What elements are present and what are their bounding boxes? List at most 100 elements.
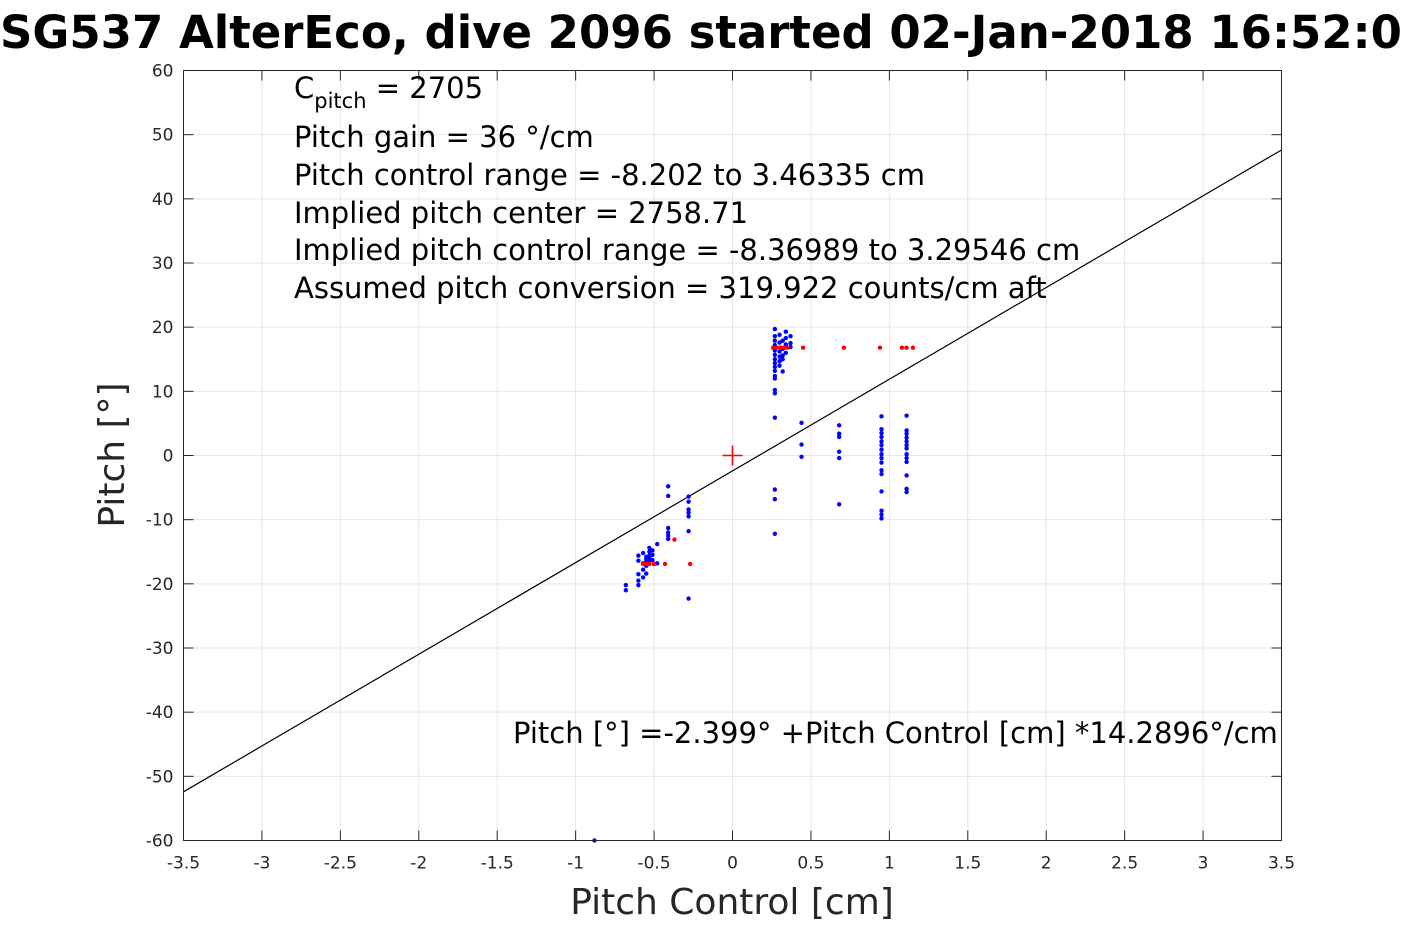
annotation-c-pitch-value: = 2705 <box>367 71 484 105</box>
y-tick-label: -10 <box>146 511 174 531</box>
y-tick-label: 30 <box>152 254 174 274</box>
x-tick-label: -2 <box>410 854 427 874</box>
data-point-red <box>782 345 787 350</box>
y-tick-label: 60 <box>152 62 174 82</box>
data-point-blue <box>650 548 655 553</box>
data-point-red <box>899 345 905 350</box>
data-point-blue <box>799 454 804 459</box>
data-point-red <box>651 561 657 567</box>
data-point-blue <box>772 333 778 339</box>
data-point-blue <box>904 455 909 461</box>
data-point-blue <box>623 582 629 588</box>
annotation-implied-range: Implied pitch control range = -8.36989 t… <box>294 233 1080 267</box>
data-point-blue <box>772 360 778 366</box>
data-point-blue <box>640 575 646 580</box>
x-tick-label: 1.5 <box>954 854 981 874</box>
data-point-blue <box>772 391 778 396</box>
data-point-red <box>910 345 916 350</box>
data-point-red <box>904 345 909 350</box>
data-point-blue <box>686 507 691 512</box>
x-tick-label: -2.5 <box>324 854 357 874</box>
y-tick-label: -50 <box>146 767 174 787</box>
data-point-blue <box>904 489 909 495</box>
data-point-blue <box>904 428 909 433</box>
data-point-blue <box>636 572 641 577</box>
y-axis-label: Pitch [°] <box>92 382 133 527</box>
data-point-blue <box>650 557 655 563</box>
fit-line-layer <box>183 149 1282 793</box>
y-tick-labels: -60 -50 -40 -30 -20 -10 0 10 20 30 40 50 60 <box>146 62 174 852</box>
data-points <box>592 326 916 843</box>
annotation-c-pitch: Cpitch = 2705 <box>294 71 483 113</box>
data-point-red <box>662 561 668 567</box>
data-point-red <box>877 345 883 350</box>
data-point-red <box>644 561 649 567</box>
annotation-pitch-control-range: Pitch control range = -8.202 to 3.46335 … <box>294 158 925 192</box>
data-point-blue <box>644 571 649 576</box>
data-point-blue <box>836 434 842 440</box>
x-tick-labels: -3.5 -3 -2.5 -2 -1.5 -1 -0.5 0 0.5 1 1.5 2 2.5 3 3.5 <box>167 854 1295 874</box>
x-tick-label: 3 <box>1198 854 1209 874</box>
annotation-c-pitch-subscript: pitch <box>314 89 366 113</box>
x-tick-label: 2.5 <box>1111 854 1138 874</box>
data-point-red <box>640 561 646 567</box>
data-point-blue <box>836 449 842 454</box>
x-tick-label: 0 <box>727 854 738 874</box>
data-point-blue <box>686 529 691 534</box>
data-point-blue <box>665 525 671 531</box>
annotation-assumed-conversion: Assumed pitch conversion = 319.922 count… <box>294 271 1047 305</box>
data-point-blue <box>904 473 909 478</box>
y-tick-label: 40 <box>152 190 174 210</box>
x-tick-label: -3 <box>253 854 270 874</box>
x-tick-label: -0.5 <box>637 854 670 874</box>
data-point-red <box>687 561 693 567</box>
data-point-blue <box>772 338 778 343</box>
annotation-block: Cpitch = 2705 Pitch gain = 36 °/cm Pitch… <box>294 71 1080 305</box>
chart-title: SG537 AlterEco, dive 2096 started 02-Jan… <box>0 6 1402 59</box>
data-point-blue <box>904 452 909 457</box>
data-point-blue <box>636 553 641 558</box>
data-point-blue <box>686 499 691 504</box>
data-point-blue <box>772 352 778 357</box>
data-point-blue <box>650 552 655 558</box>
data-point-blue <box>772 357 778 362</box>
center-marker-layer <box>722 445 743 466</box>
data-point-blue <box>904 446 909 451</box>
data-point-blue <box>665 484 671 489</box>
fit-line <box>183 149 1282 793</box>
x-tick-label: -1.5 <box>481 854 514 874</box>
data-point-blue <box>655 541 660 547</box>
data-point-blue <box>777 349 782 354</box>
y-tick-label: -30 <box>146 639 174 659</box>
data-point-blue <box>772 487 778 492</box>
x-tick-label: 2 <box>1041 854 1052 874</box>
data-point-blue <box>772 376 778 381</box>
y-tick-label: 0 <box>163 447 174 467</box>
data-point-blue <box>836 431 842 436</box>
data-point-blue <box>879 468 884 473</box>
data-point-blue <box>772 387 778 393</box>
data-point-blue <box>772 496 778 502</box>
data-point-blue <box>783 335 789 341</box>
data-point-blue <box>904 443 909 448</box>
data-point-blue <box>636 582 641 588</box>
data-point-blue <box>788 341 793 346</box>
data-point-blue <box>772 364 778 370</box>
data-point-blue <box>686 514 691 519</box>
data-point-blue <box>879 452 884 457</box>
plot-area-frame <box>183 70 1282 841</box>
y-tick-label: -60 <box>146 832 174 852</box>
data-point-blue <box>904 431 909 436</box>
x-tick-label: 0.5 <box>797 854 824 874</box>
data-point-blue <box>879 455 884 461</box>
data-point-blue <box>780 338 785 343</box>
data-point-blue <box>772 326 778 332</box>
y-tick-label: -40 <box>146 703 174 723</box>
data-point-blue <box>879 439 884 444</box>
data-point-blue <box>636 558 641 563</box>
data-point-blue <box>686 510 691 515</box>
x-tick-label: 3.5 <box>1268 854 1295 874</box>
data-point-blue <box>879 516 884 521</box>
y-tick-label: 20 <box>152 318 174 338</box>
y-tick-label: -20 <box>146 575 174 595</box>
